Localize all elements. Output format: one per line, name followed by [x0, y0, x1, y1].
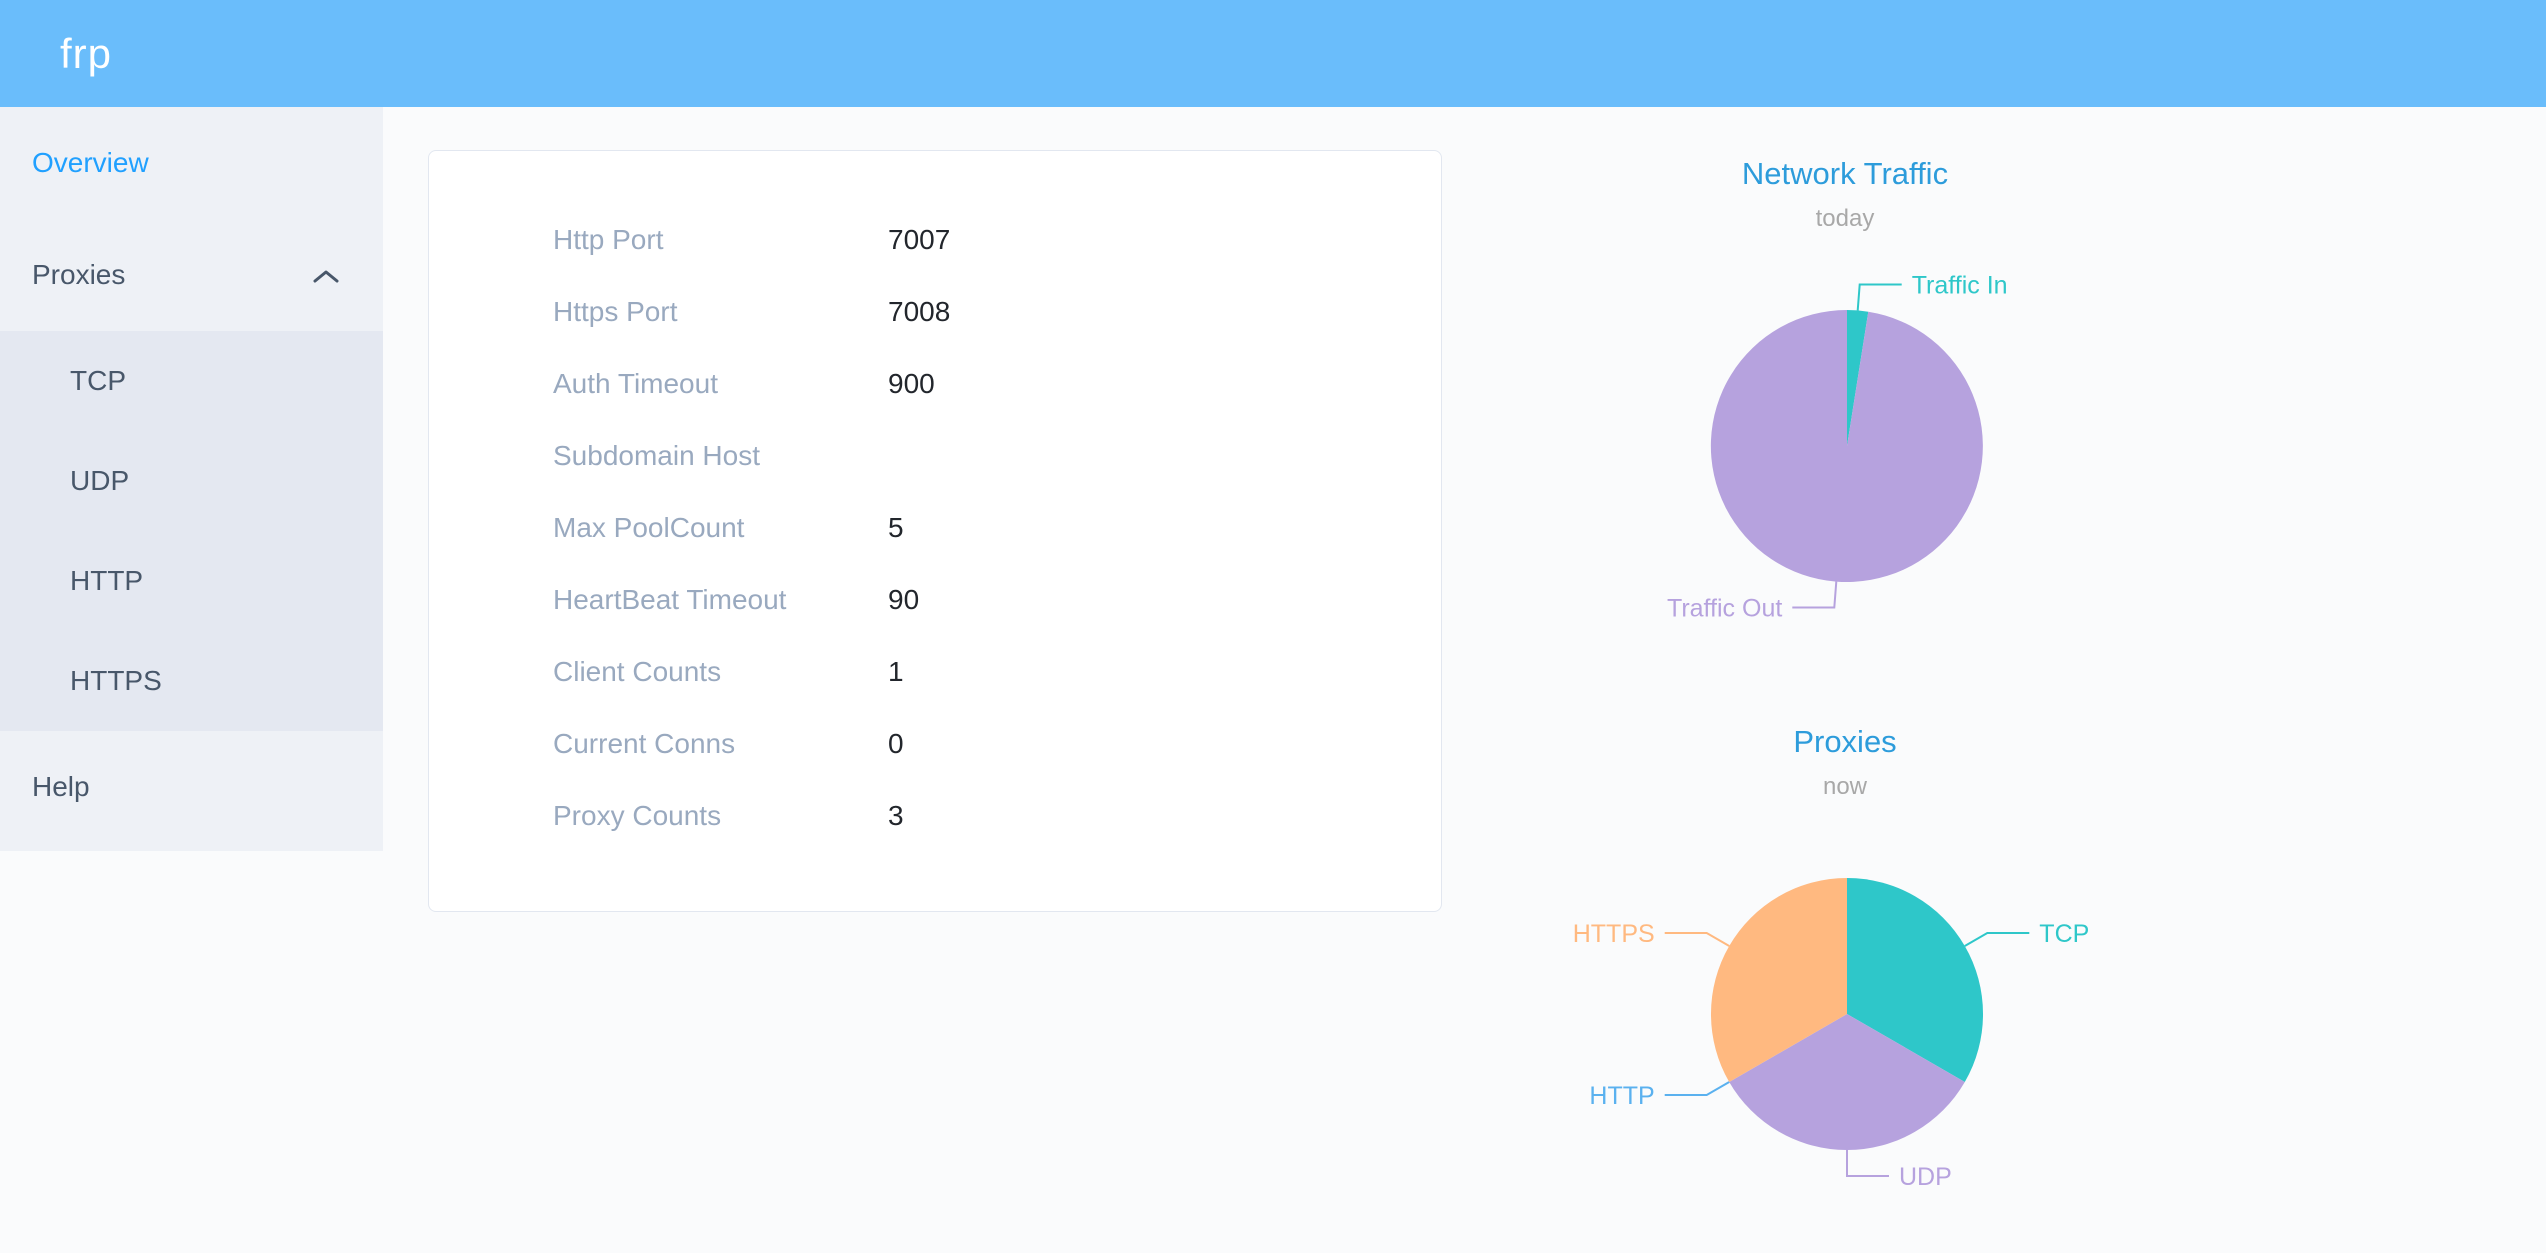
info-value: 7008	[888, 296, 951, 327]
sidebar-item-udp[interactable]: UDP	[0, 431, 383, 531]
info-label: Proxy Counts	[553, 800, 722, 831]
pie-label-tcp: TCP	[2039, 920, 2089, 948]
info-value: 1	[888, 656, 904, 687]
chart-title: Network Traffic	[1741, 156, 1949, 191]
sidebar-item-label: Proxies	[32, 259, 126, 290]
info-value: 3	[888, 800, 904, 831]
server-info-card: Http Port 7007 Https Port 7008 Auth Time…	[428, 150, 1442, 912]
network-traffic-chart: Network Traffic today Traffic In Traffic …	[1520, 150, 2170, 685]
pie-label-line-udp	[1846, 1150, 1889, 1177]
chart-title: Proxies	[1793, 724, 1897, 759]
info-label: Http Port	[553, 224, 664, 255]
sidebar-item-overview[interactable]: Overview	[0, 107, 383, 219]
proxies-pie: TCP UDP HTTP HTTPS	[1573, 878, 2089, 1191]
info-label: Https Port	[553, 296, 678, 327]
pie-slice-traffic-out[interactable]	[1710, 309, 1983, 582]
info-row: Subdomain Host	[429, 420, 1441, 492]
sidebar-item-http[interactable]: HTTP	[0, 531, 383, 631]
sidebar-item-proxies[interactable]: Proxies	[0, 219, 383, 331]
chevron-up-icon	[313, 259, 339, 291]
sidebar-item-help[interactable]: Help	[0, 731, 383, 843]
pie-label-http: HTTP	[1589, 1082, 1654, 1110]
sidebar-item-label: Overview	[32, 147, 149, 178]
pie-label-line-http	[1664, 1081, 1730, 1096]
sidebar-item-label: UDP	[70, 465, 130, 496]
sidebar-item-label: HTTP	[70, 565, 144, 596]
pie-label-line-traffic-out	[1792, 581, 1838, 609]
info-value: 7007	[888, 224, 951, 255]
pie-slice-https[interactable]	[1710, 878, 1847, 1082]
chart-subtitle: today	[1815, 205, 1875, 232]
sidebar: Overview Proxies TCP UDP HTTP HTTPS Help	[0, 107, 383, 851]
pie-label-traffic-in: Traffic In	[1912, 272, 2008, 300]
network-traffic-pie: Traffic In Traffic Out	[1667, 272, 2008, 623]
pie-label-line-traffic-in	[1856, 283, 1902, 311]
pie-label-line-https	[1664, 932, 1730, 947]
pie-slice-tcp[interactable]	[1847, 878, 1984, 1082]
chart-subtitle: now	[1822, 773, 1868, 800]
info-row: Max PoolCount 5	[429, 492, 1441, 564]
pie-label-traffic-out: Traffic Out	[1667, 595, 1782, 623]
info-row: Proxy Counts 3	[429, 780, 1441, 852]
sidebar-submenu: TCP UDP HTTP HTTPS	[0, 331, 383, 731]
info-label: Subdomain Host	[553, 440, 761, 471]
pie-slice-traffic-in[interactable]	[1847, 310, 1869, 446]
pie-label-https: HTTPS	[1573, 920, 1655, 948]
pie-slice-udp[interactable]	[1729, 1014, 1965, 1151]
app-logo: frp	[60, 29, 113, 77]
info-value: 900	[888, 368, 935, 399]
info-row: Client Counts 1	[429, 636, 1441, 708]
info-value: 90	[888, 584, 920, 615]
info-value: 5	[888, 512, 904, 543]
info-row: Auth Timeout 900	[429, 348, 1441, 420]
app-header: frp	[0, 0, 2546, 107]
info-value: 0	[888, 728, 904, 759]
info-label: HeartBeat Timeout	[553, 584, 787, 615]
sidebar-item-label: Help	[32, 771, 90, 802]
info-row: Http Port 7007	[429, 204, 1441, 276]
pie-label-line-tcp	[1964, 932, 2030, 947]
proxies-chart: Proxies now TCP UDP HTTP HTTPS	[1520, 718, 2170, 1253]
info-row: Https Port 7008	[429, 276, 1441, 348]
pie-label-udp: UDP	[1899, 1163, 1952, 1191]
sidebar-item-tcp[interactable]: TCP	[0, 331, 383, 431]
info-label: Max PoolCount	[553, 512, 745, 543]
info-label: Client Counts	[553, 656, 722, 687]
info-label: Current Conns	[553, 728, 736, 759]
sidebar-item-label: HTTPS	[70, 665, 162, 696]
info-label: Auth Timeout	[553, 368, 718, 399]
sidebar-item-https[interactable]: HTTPS	[0, 631, 383, 731]
info-row: HeartBeat Timeout 90	[429, 564, 1441, 636]
info-row: Current Conns 0	[429, 708, 1441, 780]
sidebar-item-label: TCP	[70, 365, 126, 396]
